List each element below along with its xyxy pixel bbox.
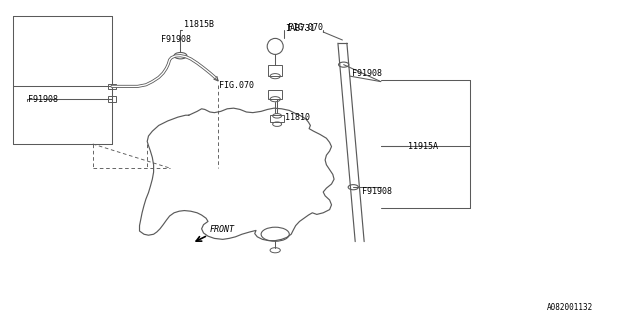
Text: FIG.070: FIG.070 bbox=[288, 23, 323, 32]
Text: 11915A: 11915A bbox=[408, 142, 438, 151]
Text: A082001132: A082001132 bbox=[547, 303, 593, 312]
Bar bbox=[268, 65, 282, 76]
Bar bbox=[268, 90, 282, 99]
Bar bbox=[108, 84, 116, 89]
Text: F91908: F91908 bbox=[362, 188, 392, 196]
Text: FIG.070: FIG.070 bbox=[219, 81, 254, 90]
Text: F91908: F91908 bbox=[28, 95, 58, 104]
Text: 11810: 11810 bbox=[285, 113, 310, 122]
Text: F91908: F91908 bbox=[352, 69, 382, 78]
Bar bbox=[270, 115, 284, 122]
Text: 11815B: 11815B bbox=[184, 20, 214, 29]
Text: FRONT: FRONT bbox=[210, 225, 235, 234]
Text: IAB731: IAB731 bbox=[285, 24, 315, 33]
Bar bbox=[108, 96, 116, 102]
Text: F91908: F91908 bbox=[161, 35, 191, 44]
